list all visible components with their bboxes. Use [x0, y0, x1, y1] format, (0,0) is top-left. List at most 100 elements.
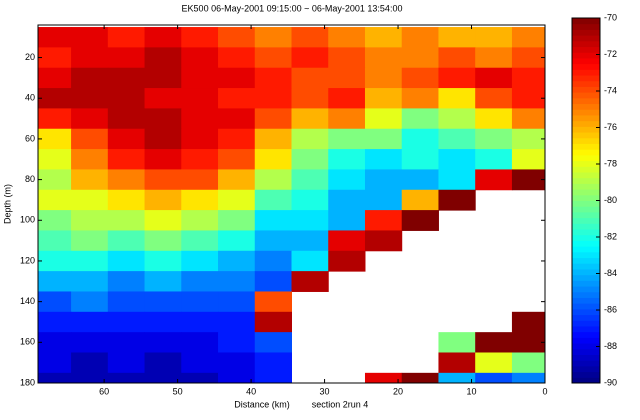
colorbar-swatch: [572, 137, 600, 144]
heatmap-cell: [144, 108, 182, 130]
heatmap-cell: [38, 189, 72, 211]
colorbar-tick-label: -80: [604, 195, 617, 205]
heatmap-cell: [254, 189, 292, 211]
heatmap-cell: [218, 108, 256, 130]
colorbar-swatch: [572, 371, 600, 378]
heatmap-cell: [254, 128, 292, 150]
heatmap-cell: [38, 149, 72, 170]
heatmap-cell: [511, 67, 545, 89]
heatmap-cell: [144, 27, 182, 48]
heatmap-cell: [144, 169, 182, 191]
heatmap-cell: [511, 169, 545, 191]
colorbar-swatch: [572, 52, 600, 59]
colorbar-swatch: [572, 114, 600, 122]
heatmap-cell: [438, 27, 476, 48]
colorbar-swatch: [572, 348, 600, 355]
heatmap-cell: [438, 332, 476, 353]
heatmap-cell: [401, 88, 439, 109]
heatmap-cell: [107, 128, 146, 150]
y-tick-label: 180: [20, 377, 35, 387]
heatmap-cell: [218, 47, 256, 69]
heatmap-cell: [38, 250, 72, 272]
colorbar-swatch: [572, 29, 600, 36]
colorbar-tick-label: -82: [604, 231, 617, 241]
heatmap-cell: [181, 67, 219, 89]
heatmap-cell: [107, 169, 146, 191]
heatmap-cell: [475, 47, 513, 69]
plot-frame: [37, 24, 546, 384]
heatmap-cell: [511, 332, 545, 353]
heatmap-cell: [181, 210, 219, 231]
heatmap-cell: [328, 230, 366, 252]
colorbar-tick-label: -88: [604, 341, 617, 351]
colorbar-tick-label: -86: [604, 304, 617, 314]
heatmap-cell: [71, 311, 109, 333]
x-tick-label: 60: [99, 386, 109, 396]
y-tick-label: 120: [20, 255, 35, 265]
heatmap-cell: [71, 149, 109, 170]
heatmap-cell: [107, 332, 146, 353]
heatmap-cell: [181, 352, 219, 374]
heatmap-cell: [218, 128, 256, 150]
heatmap-cell: [364, 189, 403, 211]
heatmap-cell: [438, 128, 476, 150]
heatmap-cell: [218, 250, 256, 272]
heatmap-cell: [181, 271, 219, 292]
heatmap-cell: [71, 108, 109, 130]
colorbar-swatch: [572, 257, 600, 264]
heatmap-cell: [328, 250, 366, 272]
heatmap-cell: [181, 230, 219, 252]
heatmap-cell: [401, 210, 439, 231]
heatmap-cell: [71, 47, 109, 69]
heatmap-cell: [254, 210, 292, 231]
y-tick-label: 80: [25, 174, 35, 184]
colorbar-swatch: [572, 331, 600, 338]
heatmap-cell: [107, 250, 146, 272]
colorbar-swatch: [572, 183, 600, 190]
colorbar-swatch: [572, 325, 600, 333]
colorbar-swatch: [572, 18, 600, 25]
heatmap-cell: [254, 47, 292, 69]
heatmap-cell: [401, 108, 439, 130]
heatmap-cell: [291, 108, 329, 130]
heatmap-cell: [218, 291, 256, 313]
heatmap-cell: [254, 332, 292, 353]
heatmap-cell: [38, 352, 72, 374]
heatmap-cell: [71, 271, 109, 292]
heatmap-cell: [438, 88, 476, 109]
heatmap-cell: [291, 189, 329, 211]
heatmap-cell: [71, 230, 109, 252]
heatmap-cell: [475, 169, 513, 191]
y-tick-label: 100: [20, 215, 35, 225]
heatmap-cell: [107, 271, 146, 292]
x-tick-label: 40: [246, 386, 256, 396]
heatmap-cell: [218, 169, 256, 191]
heatmap-cell: [38, 47, 72, 69]
heatmap-cell: [38, 108, 72, 130]
colorbar-swatch: [572, 120, 600, 127]
colorbar-swatch: [572, 268, 600, 276]
heatmap-cell: [144, 230, 182, 252]
heatmap-cell: [218, 311, 256, 333]
heatmap-cell: [38, 311, 72, 333]
colorbar-tick-label: -72: [604, 49, 617, 59]
heatmap-cell: [364, 27, 403, 48]
heatmap-cell: [364, 210, 403, 231]
heatmap-cell: [438, 108, 476, 130]
heatmap-cell: [254, 372, 292, 383]
heatmap-cell: [291, 210, 329, 231]
heatmap-cell: [218, 230, 256, 252]
heatmap-cell: [328, 27, 366, 48]
heatmap-cell: [475, 128, 513, 150]
heatmap-cell: [218, 271, 256, 292]
heatmap-cell: [328, 67, 366, 89]
x-tick-label: 50: [173, 386, 183, 396]
colorbar-swatch: [572, 240, 600, 247]
heatmap-cell: [291, 230, 329, 252]
heatmap-cell: [401, 169, 439, 191]
colorbar-swatch: [572, 246, 600, 253]
colorbar-swatch: [572, 23, 600, 30]
heatmap-cell: [291, 169, 329, 191]
heatmap-cell: [181, 128, 219, 150]
heatmap-cell: [254, 352, 292, 374]
